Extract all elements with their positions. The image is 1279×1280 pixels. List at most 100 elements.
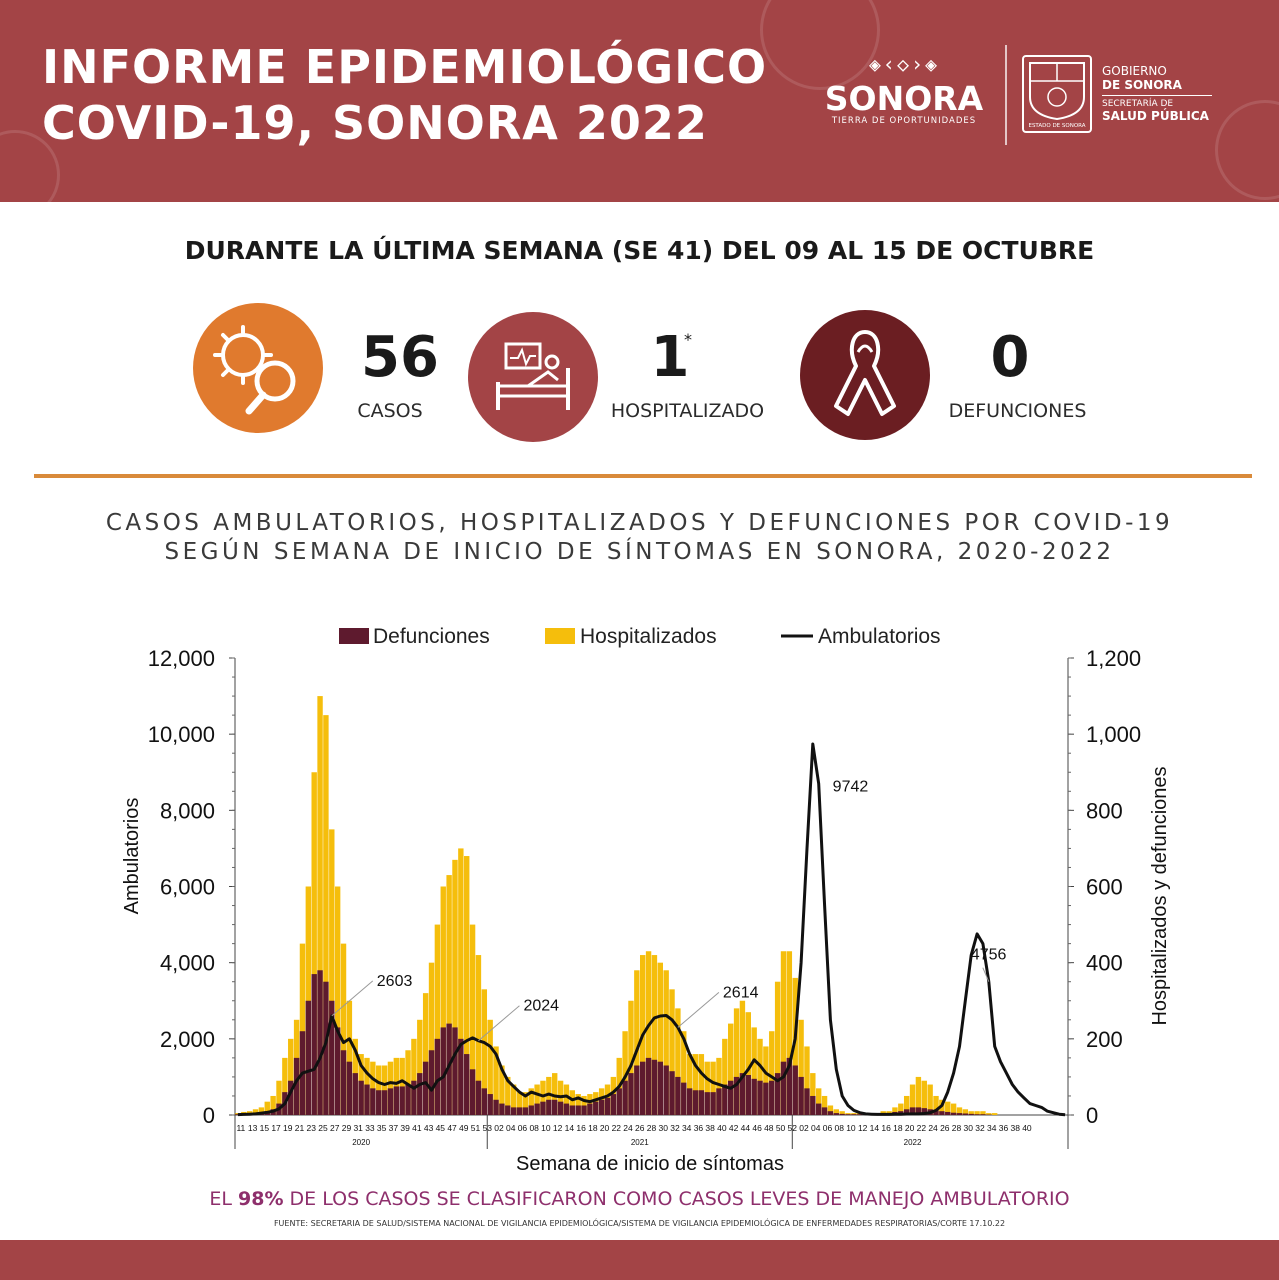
government-label: GOBIERNO DE SONORA SECRETARÍA DE SALUD P…: [1102, 64, 1212, 123]
y-left-tick-label: 2,000: [160, 1027, 215, 1052]
bar-defunciones: [405, 1084, 411, 1115]
bar-hospitalizados: [299, 943, 306, 1115]
x-tick-label: 21: [295, 1123, 305, 1133]
bar-hospitalizados: [751, 1027, 757, 1115]
x-tick-label: 51: [471, 1123, 481, 1133]
bar-defunciones: [399, 1086, 405, 1115]
source-citation: FUENTE: SECRETARIA DE SALUD/SISTEMA NACI…: [273, 1219, 1006, 1228]
x-tick-label: 26: [635, 1123, 645, 1133]
bar-defunciones: [293, 1057, 300, 1115]
bar-defunciones: [845, 1114, 851, 1115]
bar-defunciones: [939, 1111, 945, 1115]
bar-hospitalizados: [898, 1103, 904, 1115]
year-label: 2022: [904, 1138, 922, 1147]
bar-defunciones: [651, 1059, 658, 1115]
x-tick-label: 12: [858, 1123, 868, 1133]
bar-defunciones: [581, 1105, 587, 1115]
deaths-circle: [800, 310, 930, 440]
bar-defunciones: [381, 1090, 388, 1115]
bar-defunciones: [317, 970, 323, 1115]
bar-hospitalizados: [622, 1031, 628, 1115]
legend-label-deaths: Defunciones: [373, 625, 490, 648]
bar-hospitalizados: [681, 1031, 687, 1115]
bar-hospitalizados: [769, 1031, 775, 1115]
x-tick-label: 42: [729, 1123, 739, 1133]
bar-defunciones: [704, 1092, 710, 1115]
y-right-tick-label: 200: [1086, 1027, 1123, 1052]
bar-defunciones: [710, 1092, 716, 1115]
seal-shield-icon: [1029, 62, 1085, 121]
week-summary-heading: DURANTE LA ÚLTIMA SEMANA (SE 41) DEL 09 …: [184, 236, 1095, 265]
hospitalized-value: 1: [650, 325, 690, 390]
bar-defunciones: [827, 1111, 834, 1115]
bar-defunciones: [798, 1076, 804, 1115]
chart-legend: Defunciones Hospitalizados Ambulatorios: [339, 625, 941, 648]
bar-hospitalizados: [428, 962, 435, 1115]
bar-hospitalizados: [563, 1084, 570, 1115]
bar-defunciones: [786, 1057, 793, 1115]
bar-defunciones: [921, 1108, 927, 1115]
bar-defunciones: [634, 1065, 640, 1115]
bar-defunciones: [980, 1114, 986, 1115]
bar-defunciones: [587, 1103, 593, 1115]
legend-swatch-deaths: [339, 628, 369, 644]
bar-defunciones: [528, 1105, 534, 1115]
sonora-logo-tagline: TIERRA DE OPORTUNIDADES: [831, 116, 977, 126]
bar-defunciones: [669, 1071, 675, 1115]
x-tick-label: 45: [436, 1123, 446, 1133]
covid-combo-chart: Defunciones Hospitalizados Ambulatorios …: [121, 625, 1171, 1175]
bar-hospitalizados: [774, 981, 781, 1115]
bar-hospitalizados: [276, 1080, 282, 1115]
cases-circle: [193, 303, 323, 433]
chart-title-line-1: CASOS AMBULATORIOS, HOSPITALIZADOS Y DEF…: [105, 510, 1174, 536]
bar-defunciones: [593, 1101, 599, 1115]
chart-line: [237, 742, 1066, 1117]
x-tick-label: 32: [670, 1123, 680, 1133]
bar-defunciones: [804, 1088, 810, 1115]
series-ambulatorios-line: [237, 742, 1066, 1117]
bar-defunciones: [909, 1107, 916, 1115]
bar-hospitalizados: [833, 1109, 839, 1115]
bar-defunciones: [610, 1094, 617, 1115]
bar-hospitalizados: [411, 1038, 417, 1115]
x-tick-label: 50: [776, 1123, 786, 1133]
bar-defunciones: [346, 1061, 353, 1115]
bar-hospitalizados: [546, 1076, 552, 1115]
bar-defunciones: [428, 1050, 435, 1115]
bar-hospitalizados: [792, 977, 798, 1115]
x-tick-label: 30: [658, 1123, 668, 1133]
chart-annotations: 2603 2024 2614 9742 4756: [331, 779, 1007, 1042]
chart-bars: [235, 696, 998, 1115]
x-tick-label: 29: [342, 1123, 352, 1133]
x-tick-label: 13: [248, 1123, 258, 1133]
sonora-logo-glyphs-icon: ◈‹◇›◈: [868, 52, 940, 76]
header-banner: INFORME EPIDEMIOLÓGICO COVID-19, SONORA …: [0, 0, 1279, 202]
bar-defunciones: [945, 1111, 951, 1115]
chart-axes: 02,0004,0006,0008,00010,00012,0000200400…: [148, 646, 1141, 1149]
bar-defunciones: [446, 1023, 452, 1115]
bar-defunciones: [815, 1103, 822, 1115]
annotation-leader: [677, 992, 720, 1028]
bar-defunciones: [675, 1076, 681, 1115]
bar-defunciones: [499, 1103, 505, 1115]
y-left-tick-label: 4,000: [160, 951, 215, 976]
bar-defunciones: [329, 1000, 335, 1115]
x-tick-label: 24: [623, 1123, 633, 1133]
bar-defunciones: [323, 981, 329, 1115]
x-tick-label: 18: [588, 1123, 598, 1133]
bar-defunciones: [604, 1097, 611, 1115]
x-tick-label: 33: [365, 1123, 375, 1133]
bar-defunciones: [487, 1094, 493, 1115]
awareness-ribbon-icon: [834, 330, 896, 416]
bar-defunciones: [358, 1080, 364, 1115]
bottom-band: [0, 1240, 1279, 1280]
x-tick-label: 43: [424, 1123, 434, 1133]
x-tick-label: 02: [799, 1123, 809, 1133]
x-tick-label: 46: [752, 1123, 762, 1133]
bar-hospitalizados: [329, 829, 335, 1115]
x-tick-label: 20: [905, 1123, 915, 1133]
bar-hospitalizados: [915, 1076, 922, 1115]
bar-defunciones: [469, 1069, 476, 1115]
bar-hospitalizados: [733, 1008, 740, 1115]
bar-defunciones: [434, 1038, 441, 1115]
